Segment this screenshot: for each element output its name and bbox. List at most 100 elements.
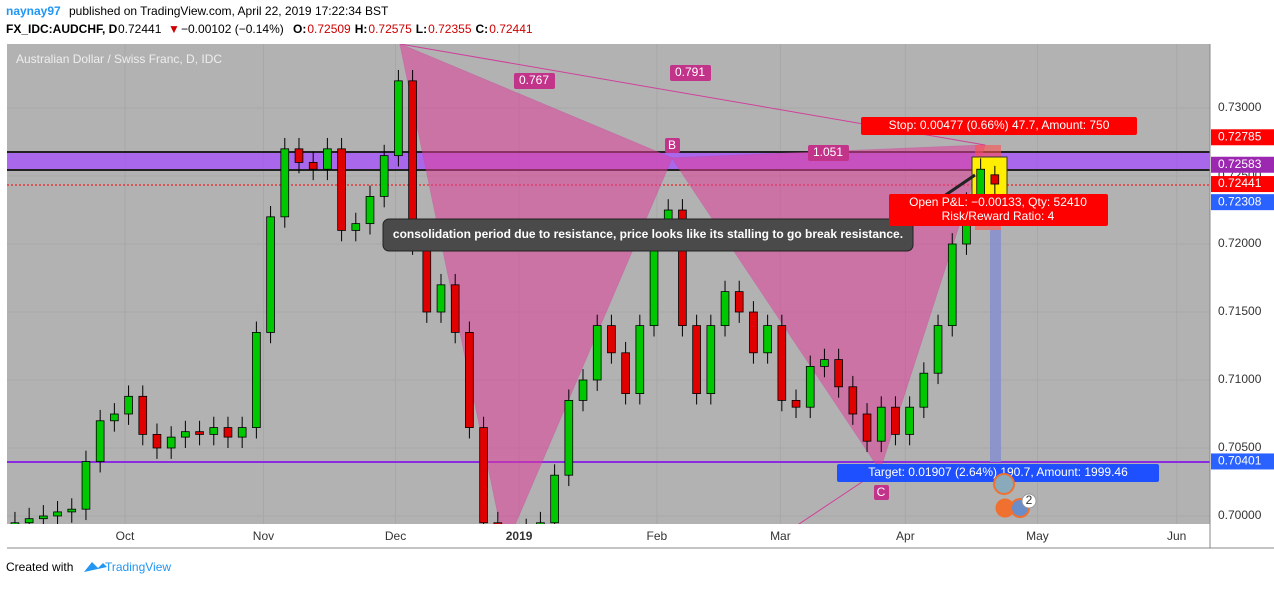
x-tick-label: Apr — [896, 529, 915, 543]
candle-body — [607, 325, 616, 354]
candle-body — [720, 291, 730, 327]
price-marker-label: 0.72308 — [1218, 194, 1262, 208]
candle-body — [848, 386, 858, 415]
candle-body — [280, 148, 290, 218]
price-marker — [1211, 176, 1274, 193]
candle-body — [351, 223, 361, 231]
candle-body — [749, 311, 758, 354]
target-box — [837, 464, 1159, 482]
y-tick-label: 0.73000 — [1218, 100, 1262, 114]
target-zone — [990, 230, 1001, 462]
published: published on TradingView.com, April 22, … — [69, 4, 389, 18]
pnl-box — [889, 194, 1108, 226]
last-price: 0.72441 — [118, 22, 162, 36]
candle-body — [24, 518, 34, 524]
candle-body — [95, 420, 105, 462]
candle-body — [110, 413, 119, 422]
x-tick-label: Jun — [1167, 529, 1186, 543]
candle-body — [990, 174, 1000, 185]
footer-text: Created with — [6, 560, 73, 574]
candle-body — [536, 522, 545, 524]
candle-body — [422, 243, 432, 313]
point-label: C — [877, 485, 886, 499]
ohlc-value: 0.72509 — [307, 22, 351, 36]
candle-body — [394, 80, 403, 157]
stop-label: Stop: 0.00477 (0.66%) 47.7, Amount: 750 — [889, 118, 1110, 132]
candle-body — [209, 427, 219, 435]
price-axis — [1210, 44, 1274, 548]
target-label: Target: 0.01907 (2.64%) 190.7, Amount: 1… — [868, 465, 1128, 479]
candle-body — [592, 325, 602, 381]
event-count: 2 — [1026, 493, 1033, 507]
x-tick-label: May — [1026, 529, 1049, 543]
ohlc-key: H: — [355, 22, 368, 36]
y-tick-label: 0.72000 — [1218, 236, 1262, 250]
ratio-label: 0.767 — [519, 73, 549, 87]
candle-body — [635, 325, 645, 394]
price-marker — [1211, 453, 1274, 470]
note: consolidation period due to resistance, … — [393, 227, 903, 241]
rr-label: Risk/Reward Ratio: 4 — [942, 209, 1055, 223]
candle-body — [237, 427, 247, 438]
label-box — [670, 65, 711, 81]
point-label: B — [668, 138, 676, 152]
candle-body — [323, 148, 332, 170]
ohlc-key: L: — [416, 22, 427, 36]
event-icon[interactable] — [993, 473, 1015, 495]
candle-body — [252, 332, 261, 428]
ohlc-value: 0.72441 — [489, 22, 533, 36]
x-tick-label: Nov — [253, 529, 274, 543]
logo — [84, 562, 107, 572]
candle-body — [152, 433, 162, 449]
candle-body — [10, 522, 20, 524]
candle-body — [450, 284, 460, 333]
user[interactable]: naynay97 — [6, 4, 61, 18]
candle-body — [308, 162, 318, 170]
price-marker-label: 0.72583 — [1218, 157, 1262, 171]
candle-body — [39, 515, 48, 520]
label-box — [514, 73, 555, 89]
ohlc-row: O: 0.72509 H: 0.72575 L: 0.72355 C: 0.72441 — [293, 22, 533, 36]
label-box — [808, 145, 849, 161]
footer-brand[interactable]: TradingView — [105, 560, 171, 574]
candle-body — [578, 379, 588, 401]
stop-box — [861, 117, 1137, 135]
candle-body — [294, 148, 304, 163]
change-arrow: ▼ — [168, 22, 180, 36]
candle-body — [891, 406, 900, 435]
candle-body — [820, 359, 829, 367]
candle-body — [805, 366, 815, 408]
candle-body — [266, 216, 275, 333]
candle-body — [67, 508, 77, 513]
candle-body — [124, 395, 133, 415]
x-tick-label: Oct — [116, 529, 135, 543]
price-marker — [1211, 156, 1274, 173]
note-box — [382, 218, 914, 252]
y-tick-label: 0.70500 — [1218, 440, 1262, 454]
ohlc-key: C: — [476, 22, 489, 36]
candle-body — [706, 325, 716, 394]
candle-body — [791, 399, 801, 408]
candle-body — [763, 325, 772, 354]
candle-body — [53, 511, 62, 517]
chart-title: Australian Dollar / Swiss Franc, D, IDC — [16, 52, 222, 66]
candle-body — [166, 436, 176, 449]
candle-body — [223, 427, 233, 438]
price-marker-label: 0.72441 — [1218, 176, 1262, 190]
y-tick-label: 0.71500 — [1218, 304, 1262, 318]
point-box — [874, 485, 889, 500]
candle-body — [379, 155, 389, 197]
candle-body — [81, 461, 91, 510]
candle-body — [550, 474, 559, 524]
candle-body — [337, 148, 346, 231]
x-tick-label: Dec — [385, 529, 406, 543]
candle-body — [933, 325, 943, 374]
candle-body — [734, 291, 744, 313]
candle-body — [678, 209, 687, 327]
candle-body — [692, 325, 701, 394]
y-tick-label: 0.70000 — [1218, 508, 1262, 522]
ratio-label: 0.791 — [675, 65, 705, 79]
ohlc-key: O: — [293, 22, 306, 36]
candle-body — [905, 406, 914, 435]
candle-body — [876, 406, 886, 442]
